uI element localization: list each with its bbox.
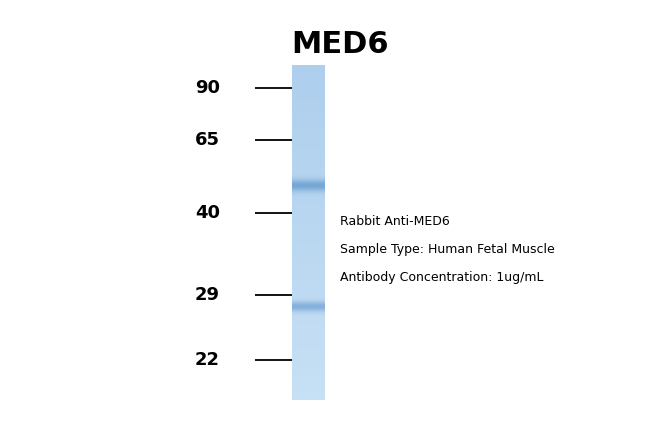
Text: Rabbit Anti-MED6: Rabbit Anti-MED6: [340, 215, 450, 228]
Text: 90: 90: [195, 79, 220, 97]
Text: 22: 22: [195, 351, 220, 369]
Text: MED6: MED6: [291, 30, 389, 59]
Text: 29: 29: [195, 286, 220, 304]
Text: 65: 65: [195, 131, 220, 149]
Text: 40: 40: [195, 204, 220, 222]
Text: Antibody Concentration: 1ug/mL: Antibody Concentration: 1ug/mL: [340, 271, 543, 284]
Text: Sample Type: Human Fetal Muscle: Sample Type: Human Fetal Muscle: [340, 243, 554, 256]
